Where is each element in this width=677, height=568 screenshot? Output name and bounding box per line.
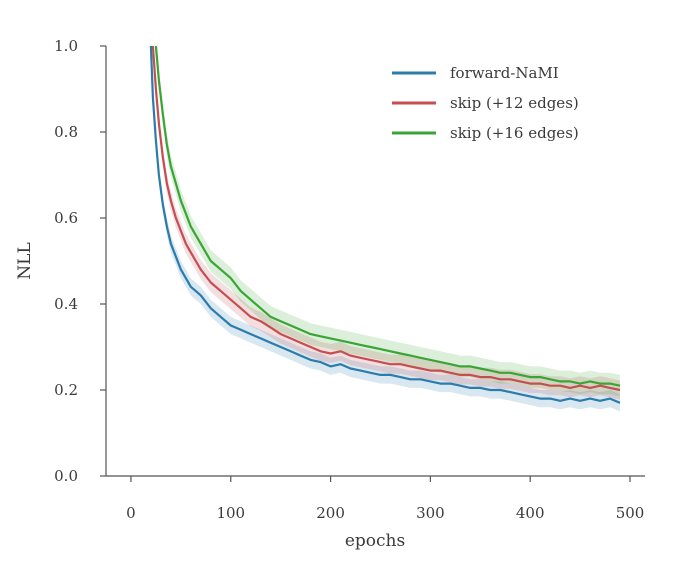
confidence-bands [150,46,620,412]
series-lines [149,46,621,404]
legend-label: skip (+16 edges) [450,124,579,142]
legend-label: skip (+12 edges) [450,94,579,112]
x-tick-label: 200 [316,504,345,522]
y-tick-label: 1.0 [54,37,78,55]
y-axis-label: NLL [15,242,35,279]
y-tick-label: 0.8 [54,123,78,141]
y-tick-label: 0.4 [54,295,78,313]
series-line-2 [151,46,621,392]
x-tick-label: 100 [216,504,245,522]
x-axis-ticks: 0 100 200 300 400 500 [126,476,644,522]
y-tick-label: 0.6 [54,209,78,227]
x-tick-label: 500 [616,504,645,522]
x-tick-label: 0 [126,504,136,522]
y-tick-label: 0.2 [54,381,78,399]
legend: forward-NaMI skip (+12 edges) skip (+16 ed… [392,64,579,142]
legend-label: forward-NaMI [450,64,559,82]
x-axis-label: epochs [345,531,405,551]
x-tick-label: 300 [416,504,445,522]
series-line-1 [149,46,621,404]
confidence-band-3 [155,46,620,397]
y-tick-label: 0.0 [54,467,78,485]
series-line-3 [154,46,621,387]
y-axis-ticks: 0.0 0.2 0.4 0.6 0.8 1.0 [54,37,106,485]
x-tick-label: 400 [516,504,545,522]
